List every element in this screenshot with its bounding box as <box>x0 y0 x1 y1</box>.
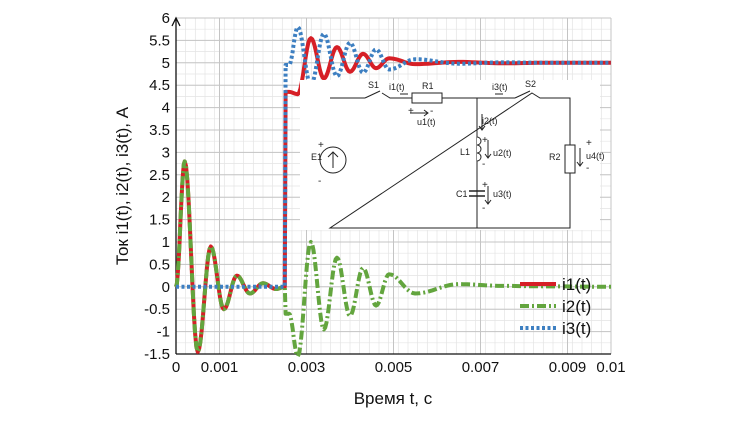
sign-u3-minus: - <box>482 203 485 214</box>
y-tick-label: 5 <box>162 55 170 72</box>
label-u2: u2(t) <box>493 148 512 158</box>
switch-s1 <box>364 90 381 99</box>
series-line-i2t <box>174 159 611 359</box>
label-r2: R2 <box>549 152 561 162</box>
sign-u4-minus: - <box>586 163 589 174</box>
label-u3: u3(t) <box>493 189 512 199</box>
y-tick-label: -0.5 <box>144 301 170 318</box>
y-tick-label: 0 <box>162 279 170 296</box>
label-i1: i1(t) <box>389 82 405 92</box>
u3-arrow-icon <box>484 186 492 205</box>
y-axis-arrow-icon <box>171 16 181 27</box>
sign-u4-plus: + <box>586 138 592 149</box>
tick-labels: -1.5 -1 -0.5 0 0.5 1 1.5 2 2.5 3 3.5 4 4.5 5 5.5 6 0 0.00… <box>144 10 625 376</box>
label-s2: S2 <box>525 79 536 89</box>
label-i2: i2(t) <box>482 116 498 126</box>
label-u4: u4(t) <box>586 151 605 161</box>
y-tick-label: 3 <box>162 144 170 161</box>
circuit-wires <box>328 92 571 229</box>
sign-u1-minus: - <box>430 106 433 117</box>
y-tick-label: -1 <box>157 324 170 341</box>
y-tick-label: 0.5 <box>149 256 170 273</box>
x-tick-label: 0 <box>172 359 180 376</box>
sign-u2-plus: + <box>482 135 488 146</box>
y-tick-label: 2.5 <box>149 167 170 184</box>
label-u1: u1(t) <box>417 117 436 127</box>
u2-arrow-icon <box>484 140 492 159</box>
sign-u2-minus: - <box>482 159 485 170</box>
label-r1: R1 <box>422 81 434 91</box>
x-tick-label: 0.001 <box>201 359 239 376</box>
y-tick-label: -1.5 <box>144 346 170 363</box>
u4-arrow-icon <box>576 148 584 167</box>
y-tick-label: 4 <box>162 100 170 117</box>
sign-u3-plus: + <box>482 180 488 191</box>
x-axis-title: Время t, с <box>354 389 433 408</box>
axes <box>171 16 611 355</box>
resistor-r2 <box>564 144 576 174</box>
series-line-i3t <box>176 25 611 289</box>
source-arrow-icon <box>327 151 339 168</box>
legend-label-i2: i2(t) <box>562 297 591 316</box>
label-l1: L1 <box>460 147 470 157</box>
legend: i1(t) i2(t) i3(t) <box>520 275 591 338</box>
series-layer <box>174 25 611 359</box>
legend-label-i1: i1(t) <box>562 275 591 294</box>
x-tick-label: 0.007 <box>462 359 500 376</box>
y-tick-label: 6 <box>162 10 170 27</box>
y-tick-label: 1 <box>162 234 170 251</box>
x-tick-label: 0.005 <box>375 359 413 376</box>
y-tick-label: 3.5 <box>149 122 170 139</box>
circuit-inset: S1 i1(t) R1 u1(t) i3(t) S2 E1 i2(t) L1 u… <box>300 79 605 230</box>
resistor-r1 <box>411 92 443 104</box>
x-tick-label: 0.009 <box>549 359 587 376</box>
label-i3: i3(t) <box>492 82 508 92</box>
inductor-l1 <box>476 136 482 162</box>
i2-arrow-icon <box>478 114 486 131</box>
sign-e1-plus: + <box>318 140 324 151</box>
circuit-background <box>300 80 600 230</box>
x-tick-label: 0.003 <box>288 359 326 376</box>
u1-arrow-icon <box>410 109 429 117</box>
y-tick-label: 4.5 <box>149 77 170 94</box>
switch-s2 <box>514 90 531 99</box>
x-tick-label: 0.01 <box>596 359 625 376</box>
y-tick-label: 2 <box>162 189 170 206</box>
label-c1: C1 <box>456 189 468 199</box>
y-tick-label: 1.5 <box>149 212 170 229</box>
sign-u1-plus: + <box>408 106 414 117</box>
sign-e1-minus: - <box>318 176 321 187</box>
label-s1: S1 <box>368 80 379 90</box>
y-axis-title: Ток i1(t), i2(t), i3(t), А <box>113 106 132 265</box>
y-tick-label: 5.5 <box>149 32 170 49</box>
legend-label-i3: i3(t) <box>562 319 591 338</box>
label-e1: E1 <box>311 152 322 162</box>
